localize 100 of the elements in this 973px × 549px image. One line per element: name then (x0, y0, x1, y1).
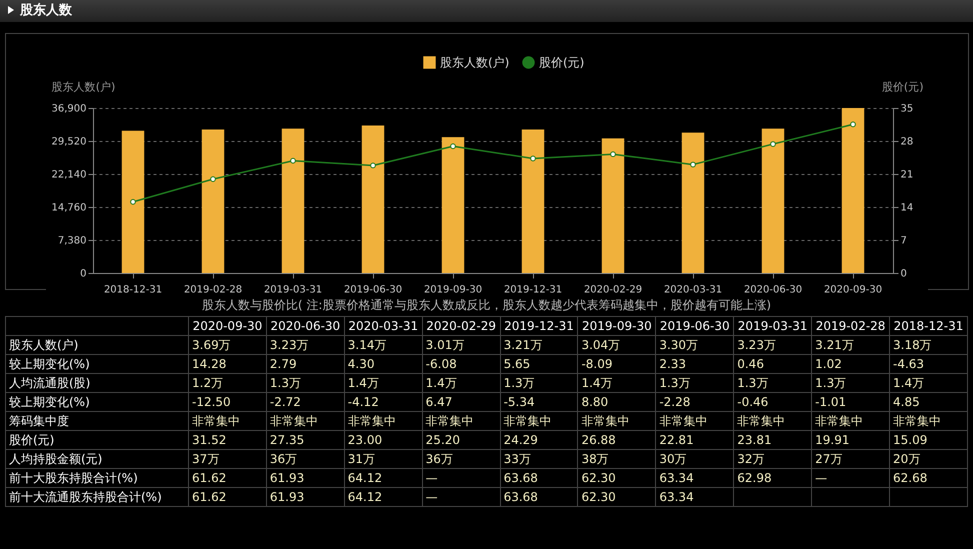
data-label: 3.69万 (188, 336, 266, 354)
chart-title: 股东人数 (20, 3, 72, 18)
data-label: 27万 (812, 450, 890, 468)
data-label: -5.34 (500, 392, 578, 412)
point (370, 162, 376, 168)
point (530, 156, 536, 162)
data-label: 32万 (734, 450, 812, 468)
data-label: 31.52 (188, 430, 266, 450)
data-label: 26.88 (578, 430, 656, 450)
x-tick-label: 2020-06-30 (744, 284, 802, 296)
data-label: 非常集中 (656, 412, 734, 430)
data-label: 3.30万 (656, 336, 734, 354)
x-tick-label: 2019-12-31 (504, 284, 562, 296)
x-tick-label: 2020-03-31 (664, 284, 722, 296)
bar (602, 138, 624, 273)
category-label: 2020-02-29 (422, 316, 500, 336)
bar (442, 137, 464, 273)
y2-tick-label: 14 (900, 202, 914, 214)
x-tick-label: 2019-06-30 (344, 284, 402, 296)
y2-axis-title: 股价(元) (882, 80, 924, 94)
data-label: 15.09 (890, 430, 968, 450)
category-label: 2019-12-31 (500, 316, 578, 336)
bar (522, 129, 544, 273)
bar (202, 129, 224, 273)
data-label: 非常集中 (890, 412, 968, 430)
y-tick-label: 7,380 (58, 236, 86, 246)
data-label: 30万 (656, 450, 734, 468)
data-label: 非常集中 (812, 412, 890, 430)
data-label: 1.3万 (500, 374, 578, 392)
data-label: -4.12 (344, 392, 422, 412)
x-tick-label: 2020-02-29 (584, 284, 642, 296)
data-label: — (812, 468, 890, 488)
data-label: -2.28 (656, 392, 734, 412)
y2-tick-label: 28 (900, 136, 914, 148)
data-label: 63.68 (500, 488, 578, 506)
data-label: 1.4万 (344, 374, 422, 392)
data-label: 非常集中 (500, 412, 578, 430)
data-label: 4.85 (890, 392, 968, 412)
text: 较上期变化(%) (6, 392, 188, 412)
data-label: 1.3万 (812, 374, 890, 392)
data-label: 1.2万 (188, 374, 266, 392)
y-tick-label: 14,760 (52, 202, 86, 214)
data-label: 1.4万 (422, 374, 500, 392)
data-label: 非常集中 (422, 412, 500, 430)
data-label: -1.01 (812, 392, 890, 412)
data-label: 14.28 (188, 354, 266, 374)
y2-tick-label: 7 (900, 236, 907, 246)
text: 股价(元) (6, 430, 188, 450)
text: 较上期变化(%) (6, 354, 188, 374)
y-axis-title: 股东人数(户) (52, 80, 116, 94)
data-label: -6.08 (422, 354, 500, 374)
category-label: 2020-06-30 (266, 316, 344, 336)
data-label: 38万 (578, 450, 656, 468)
point (210, 176, 216, 182)
data-label: 62.30 (578, 468, 656, 488)
text: 股东人数(户) (6, 336, 188, 354)
text: 前十大流通股东持股合计(%) (6, 488, 188, 506)
data-label: 61.93 (266, 488, 344, 506)
point (450, 143, 456, 150)
category-label: 2019-06-30 (656, 316, 734, 336)
data-label: 4.30 (344, 354, 422, 374)
data-label: 3.23万 (734, 336, 812, 354)
data-label: 62.68 (890, 468, 968, 488)
bar (682, 132, 704, 273)
y-tick-label: 36,900 (52, 104, 86, 114)
data-label: 2.79 (266, 354, 344, 374)
data-label: 8.80 (578, 392, 656, 412)
data-label: 19.91 (812, 430, 890, 450)
category-label: 2020-03-31 (344, 316, 422, 336)
data-label: 1.3万 (656, 374, 734, 392)
data-label: 3.04万 (578, 336, 656, 354)
data-label: 63.68 (500, 468, 578, 488)
text: 人均流通股(股) (6, 374, 188, 392)
x-tick-label: 2018-12-31 (104, 284, 162, 296)
bar (282, 128, 304, 273)
y2-tick-label: 35 (900, 104, 914, 114)
text: 筹码集中度 (6, 412, 188, 430)
data-label: 0.46 (734, 354, 812, 374)
bar (762, 128, 784, 273)
data-label: 23.81 (734, 430, 812, 450)
legend-label: 股东人数(户) (440, 56, 510, 70)
data-label: 1.3万 (734, 374, 812, 392)
x-tick-label: 2019-02-28 (184, 284, 242, 296)
data-label: -8.09 (578, 354, 656, 374)
point (850, 122, 856, 128)
data-label: 62.30 (578, 488, 656, 506)
legend-label: 股价(元) (539, 56, 584, 70)
text: 人均持股金额(元) (6, 450, 188, 468)
data-label: 1.3万 (266, 374, 344, 392)
data-label: 63.34 (656, 488, 734, 506)
data-label: 33万 (500, 450, 578, 468)
data-label: 非常集中 (266, 412, 344, 430)
data-label: 3.21万 (500, 336, 578, 354)
data-label: 非常集中 (578, 412, 656, 430)
y-tick-label: 29,520 (52, 136, 86, 148)
data-label: 22.81 (656, 430, 734, 450)
point (690, 162, 696, 168)
data-label: 37万 (188, 450, 266, 468)
data-label: 3.23万 (266, 336, 344, 354)
point (610, 151, 616, 158)
